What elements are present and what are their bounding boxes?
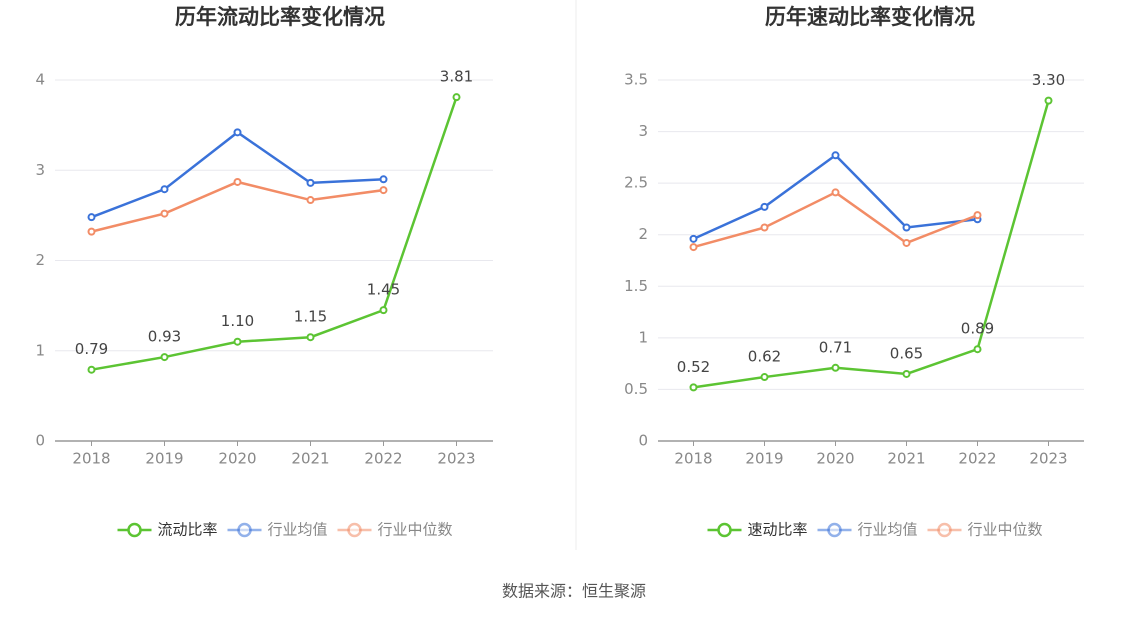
x-tick-label: 2023 [1029,450,1067,468]
chart-title: 历年流动比率变化情况 [175,5,385,29]
legend-marker [347,522,362,538]
point [379,186,388,195]
data-label: 0.62 [748,348,781,366]
x-tick-label: 2022 [364,450,402,468]
legend-label: 行业均值 [268,521,328,539]
source: 数据来源：恒生聚源 [502,582,646,601]
point [902,223,911,232]
point [973,211,982,220]
x-tick-label: 2020 [816,450,854,468]
point [160,353,169,362]
point [87,227,96,236]
series-line [91,96,458,371]
y-tick-label: 0 [638,432,648,450]
point [306,196,315,205]
point [831,188,840,197]
point [760,202,769,211]
data-label: 3.30 [1032,71,1065,89]
point [902,369,911,378]
y-tick-label: 2 [638,225,648,243]
point [160,185,169,194]
point [87,213,96,222]
legend-label: 行业中位数 [968,521,1043,539]
x-tick-label: 2019 [145,450,183,468]
point [379,306,388,315]
x-tick-label: 2021 [887,450,925,468]
point [306,178,315,187]
x-tick-label: 2018 [72,450,110,468]
x-tick-label: 2020 [218,450,256,468]
data-label: 1.45 [367,281,400,299]
data-label: 3.81 [440,68,473,86]
y-tick-label: 1 [35,341,45,359]
legend-label: 行业中位数 [378,521,453,539]
data-label: 0.79 [75,340,108,358]
y-tick-label: 2 [35,251,45,269]
y-tick-label: 3.5 [624,71,648,89]
data-label: 0.71 [819,338,852,356]
legend-label: 流动比率 [158,521,218,539]
data-label: 0.52 [677,358,710,376]
data-label: 1.15 [294,308,327,326]
point [1044,96,1053,105]
x-tick-label: 2018 [674,450,712,468]
point [379,175,388,184]
point [87,365,96,374]
legend-marker [937,522,952,538]
y-tick-label: 0 [35,432,45,450]
data-label: 0.65 [890,344,923,362]
legend-label: 行业均值 [858,521,918,539]
point [760,223,769,232]
point [760,373,769,382]
x-tick-label: 2023 [437,450,475,468]
point [689,383,698,392]
point [233,128,242,137]
series-line [693,100,1050,389]
y-tick-label: 3 [35,161,45,179]
x-tick-label: 2019 [745,450,783,468]
legend-label: 速动比率 [748,521,808,539]
point [973,345,982,354]
legend-marker [827,522,842,538]
point [902,238,911,247]
y-tick-label: 2.5 [624,174,648,192]
point [233,337,242,346]
y-tick-label: 1.5 [624,277,648,295]
y-tick-label: 1 [638,328,648,346]
legend-marker [127,522,142,538]
x-tick-label: 2022 [958,450,996,468]
point [831,363,840,372]
point [233,177,242,186]
x-tick-label: 2021 [291,450,329,468]
series-line [91,130,384,219]
legend-marker [237,522,252,538]
series-line [692,153,978,240]
data-label: 0.89 [961,320,994,338]
point [689,243,698,252]
point [306,333,315,342]
point [689,234,698,243]
point [452,93,461,102]
legend-marker [717,522,732,538]
point [831,151,840,160]
data-label: 1.10 [221,312,254,330]
data-label: 0.93 [148,328,181,346]
series-line [91,180,384,233]
y-tick-label: 3 [638,122,648,140]
chart-title: 历年速动比率变化情况 [765,5,975,29]
y-tick-label: 4 [35,71,45,89]
y-tick-label: 0.5 [624,380,648,398]
point [160,209,169,218]
